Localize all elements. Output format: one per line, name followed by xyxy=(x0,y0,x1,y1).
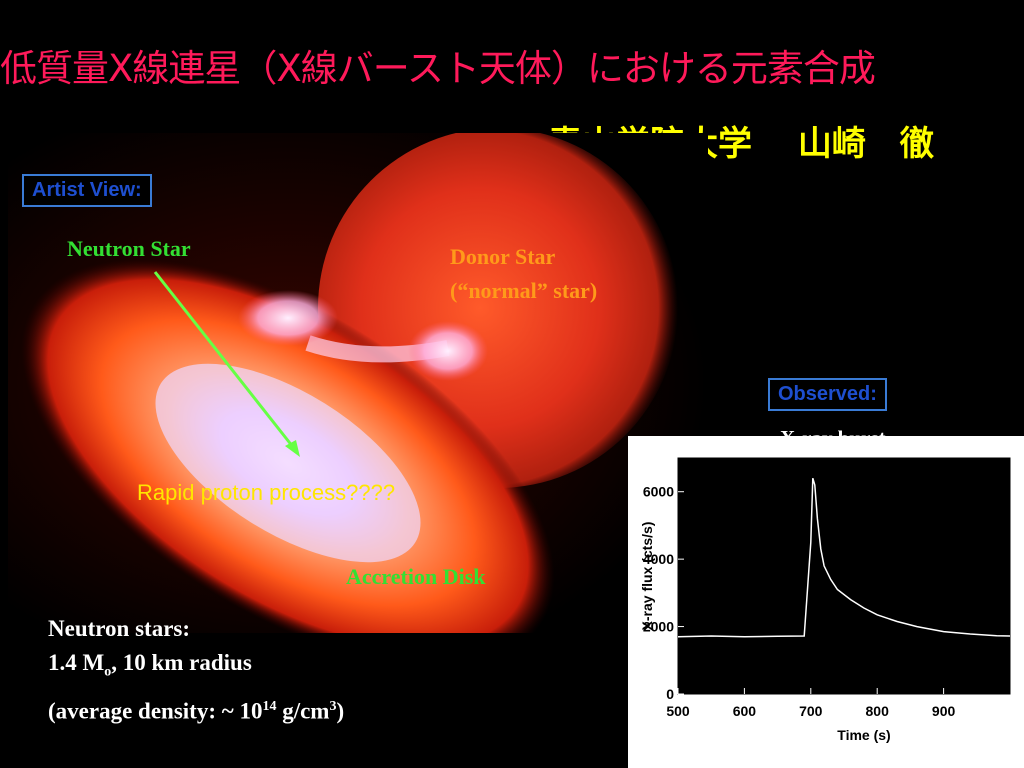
neutron-star-glow xyxy=(238,290,338,346)
artist-illustration xyxy=(8,133,708,633)
xray-burst-chart: 500 600 700 800 900 0 2000 4000 6000 Time (s) X… xyxy=(639,457,1011,743)
burst-light-curve xyxy=(677,477,1011,638)
plot-area xyxy=(677,457,1011,695)
slide-title: 低質量X線連星（X線バースト天体）における元素合成 xyxy=(0,47,876,90)
x-tick-label: 500 xyxy=(666,703,690,719)
artist-view-label: Artist View: xyxy=(22,174,152,207)
donor-star-sublabel: (“normal” star) xyxy=(450,278,598,303)
neutron-star-label: Neutron Star xyxy=(67,236,191,261)
y-tick-label: 2000 xyxy=(643,619,674,635)
neutron-star-facts: Neutron stars: 1.4 Mo, 10 km radius (ave… xyxy=(48,612,344,728)
x-axis-label: Time (s) xyxy=(837,727,890,743)
facts-density: (average density: ~ 1014 g/cm3) xyxy=(48,698,345,724)
y-tick-label: 6000 xyxy=(643,484,674,500)
accretion-disk-label: Accretion Disk xyxy=(346,564,486,589)
y-tick-label: 4000 xyxy=(643,551,674,567)
x-tick-label: 900 xyxy=(932,703,956,719)
x-tick-label: 800 xyxy=(866,703,890,719)
x-tick-label: 600 xyxy=(733,703,757,719)
process-label: Rapid proton process???? xyxy=(137,480,396,505)
y-tick-label: 0 xyxy=(666,686,674,702)
neutron-star-arrow xyxy=(153,271,295,448)
x-tick-label: 700 xyxy=(799,703,823,719)
facts-mass: 1.4 Mo, 10 km radius xyxy=(48,650,252,680)
facts-heading: Neutron stars: xyxy=(48,616,191,641)
observed-label: Observed: xyxy=(768,378,887,411)
donor-star-label: Donor Star xyxy=(450,244,556,269)
arrow-head-icon xyxy=(285,440,300,457)
y-axis-label: X-ray flux (cts/s) xyxy=(639,522,655,631)
